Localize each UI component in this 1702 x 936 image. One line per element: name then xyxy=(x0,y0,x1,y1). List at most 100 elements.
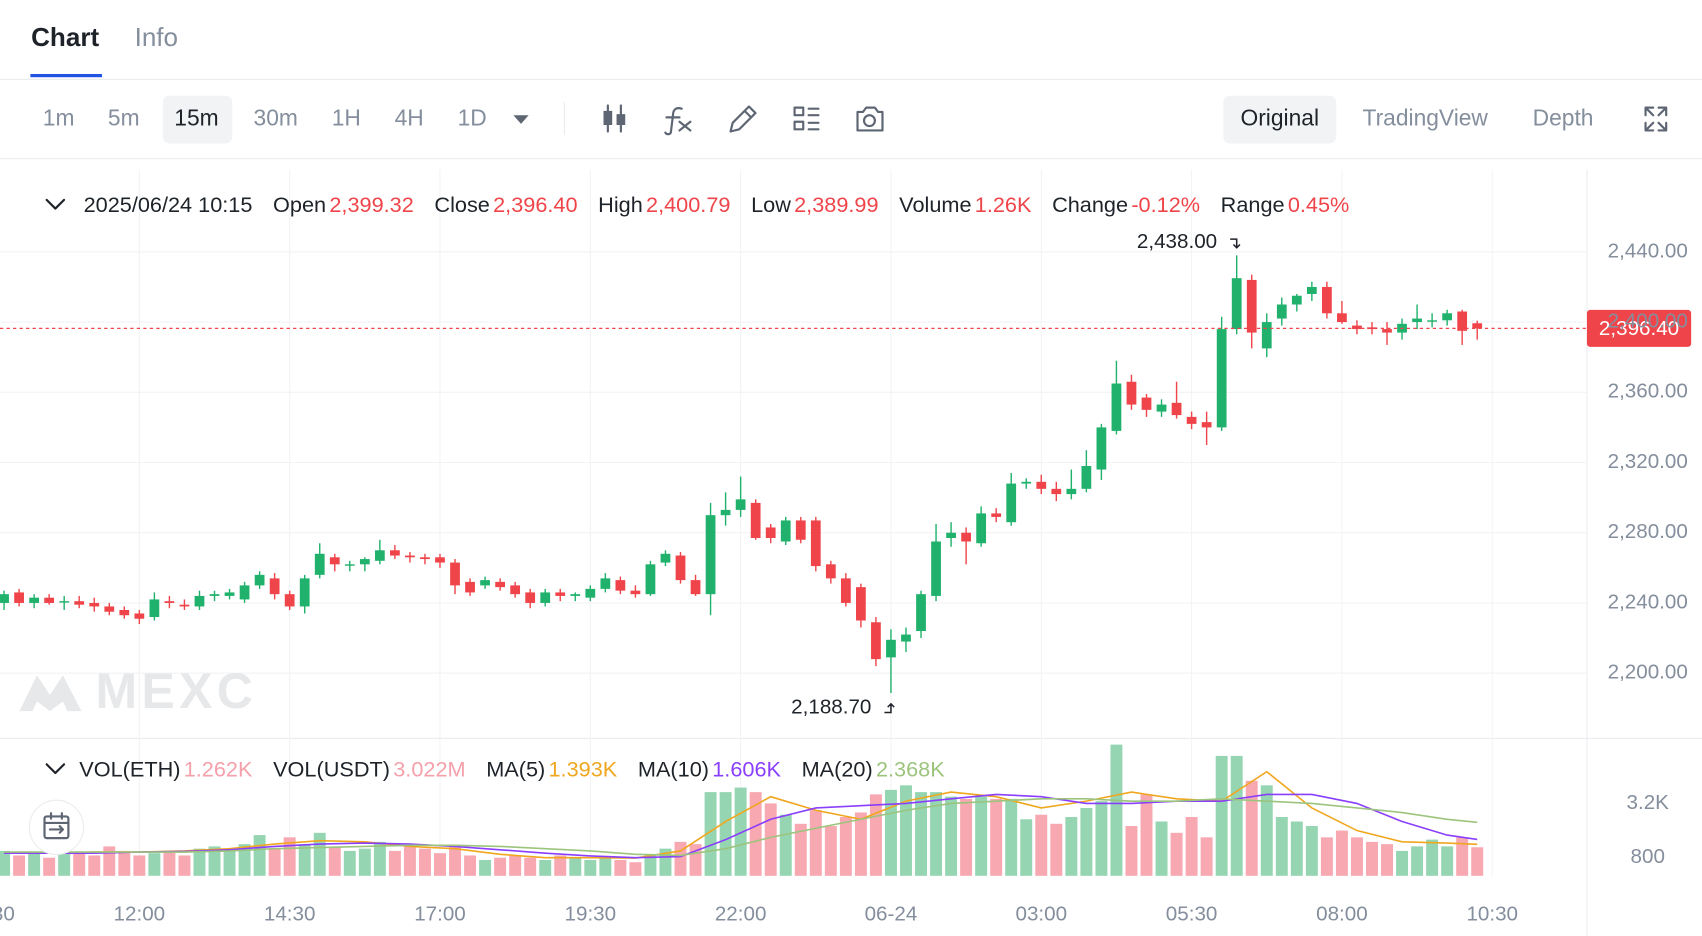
y-tick-label: 2,320.00 xyxy=(1608,450,1688,473)
icon-part xyxy=(856,106,884,132)
volume-bar xyxy=(704,792,717,876)
field-value: 2,396.40 xyxy=(493,192,577,217)
interval[interactable]: 30m xyxy=(254,105,298,131)
views: Original TradingView Depth xyxy=(1241,105,1594,131)
volume-bar xyxy=(554,855,567,876)
candle-body xyxy=(1457,311,1468,331)
floating-button[interactable] xyxy=(28,799,85,855)
candle-body xyxy=(1171,402,1182,416)
interval[interactable]: 5m xyxy=(108,105,140,131)
icon-draw[interactable] xyxy=(729,105,757,133)
candle-body xyxy=(615,580,626,591)
interval[interactable]: 4H xyxy=(395,105,424,131)
candle-body xyxy=(1141,397,1152,410)
last-price-box xyxy=(1586,309,1692,347)
candle-body xyxy=(239,585,250,600)
volume-bar xyxy=(1275,816,1288,876)
volume-bar xyxy=(1366,841,1378,876)
volume-bar xyxy=(584,859,597,876)
volume-bar xyxy=(373,841,386,876)
candle-body xyxy=(690,580,701,595)
volume-bar xyxy=(388,850,401,876)
tab-chart[interactable]: Chart xyxy=(31,22,99,52)
candle-body xyxy=(570,594,581,596)
volume-bar xyxy=(403,846,416,876)
volume-bar xyxy=(629,862,642,876)
interval-dropdown[interactable] xyxy=(513,115,529,124)
view[interactable]: TradingView xyxy=(1363,105,1489,131)
collapse-ohlc[interactable] xyxy=(45,198,66,210)
y-tick-label: 2,400.00 xyxy=(1608,310,1688,333)
ohlc-header: 2025/06/24 10:15 Open 2,399.32 Close 2,396.4… xyxy=(84,192,1350,217)
candle-body xyxy=(540,592,551,603)
candle-body xyxy=(1216,329,1227,428)
volume-bar xyxy=(103,846,116,876)
volume-bar xyxy=(884,789,897,876)
view-selected-bg xyxy=(1223,95,1337,144)
field-name: High xyxy=(598,192,643,217)
icon-camera[interactable] xyxy=(856,106,884,132)
view[interactable]: Depth xyxy=(1533,105,1594,131)
candle-body xyxy=(1126,381,1137,405)
volume-bar xyxy=(809,810,822,876)
volume-bar xyxy=(343,850,356,876)
tab-info[interactable]: Info xyxy=(135,22,178,52)
candle-body xyxy=(29,597,40,603)
field-value: 2,389.99 xyxy=(794,192,878,217)
candle-body xyxy=(1412,318,1422,323)
field-name: Volume xyxy=(899,192,971,217)
volume-bar xyxy=(599,857,612,876)
volume-bar xyxy=(900,785,912,876)
x-tick-label: 09:30 xyxy=(0,903,15,926)
field-value: 1.26K xyxy=(975,192,1032,217)
volume-bar xyxy=(524,857,537,876)
candle-body xyxy=(660,553,671,563)
candle-body xyxy=(555,592,566,596)
x-tick-label: 08:00 xyxy=(1316,903,1368,926)
candle-body xyxy=(525,592,536,603)
icon-fullscreen[interactable] xyxy=(1644,106,1668,132)
candle-body xyxy=(765,527,776,538)
icon-indicators[interactable] xyxy=(664,107,692,136)
volume-bar xyxy=(1110,744,1123,876)
volume-bar xyxy=(569,857,582,876)
datetime: 2025/06/24 10:15 xyxy=(84,192,253,217)
volume-bar xyxy=(869,794,882,876)
icon-part xyxy=(43,812,70,834)
volume-bar xyxy=(358,848,371,876)
field-name: Open xyxy=(273,192,326,217)
volume-bar xyxy=(1350,837,1363,876)
interval[interactable]: 1m xyxy=(43,105,75,131)
volume-bar xyxy=(539,859,552,876)
icon-layout[interactable] xyxy=(793,106,820,131)
x-tick-label: 19:30 xyxy=(565,903,617,926)
volume-tick-label: 3.2K xyxy=(1627,791,1670,814)
volume-bar xyxy=(73,853,86,876)
interval[interactable]: 15m xyxy=(174,105,218,131)
candle-body xyxy=(104,606,115,612)
interval-selected-bg xyxy=(162,95,233,144)
volume-bar xyxy=(1396,850,1409,876)
floating-button-bg xyxy=(28,799,85,855)
view[interactable]: Original xyxy=(1241,105,1320,131)
extreme-arrow xyxy=(884,702,895,714)
volume-bar xyxy=(0,850,11,876)
candle-body xyxy=(585,588,596,598)
candle-body xyxy=(931,541,941,596)
candle-body xyxy=(209,594,220,596)
candle-body xyxy=(735,499,746,510)
icon-candles[interactable] xyxy=(603,104,626,133)
volume-bar xyxy=(178,855,191,876)
candle-body xyxy=(1111,383,1122,431)
candle-body xyxy=(946,532,956,538)
field-name: Close xyxy=(434,192,489,217)
volume-header: VOL(ETH) 1.262K VOL(USDT) 3.022M MA(5) 1.393K… xyxy=(79,757,945,782)
volume-bar xyxy=(915,792,927,876)
interval[interactable]: 1H xyxy=(332,105,361,131)
collapse-volume[interactable] xyxy=(45,763,66,775)
extreme-arrow xyxy=(1230,238,1241,249)
interval[interactable]: 1D xyxy=(458,105,487,131)
